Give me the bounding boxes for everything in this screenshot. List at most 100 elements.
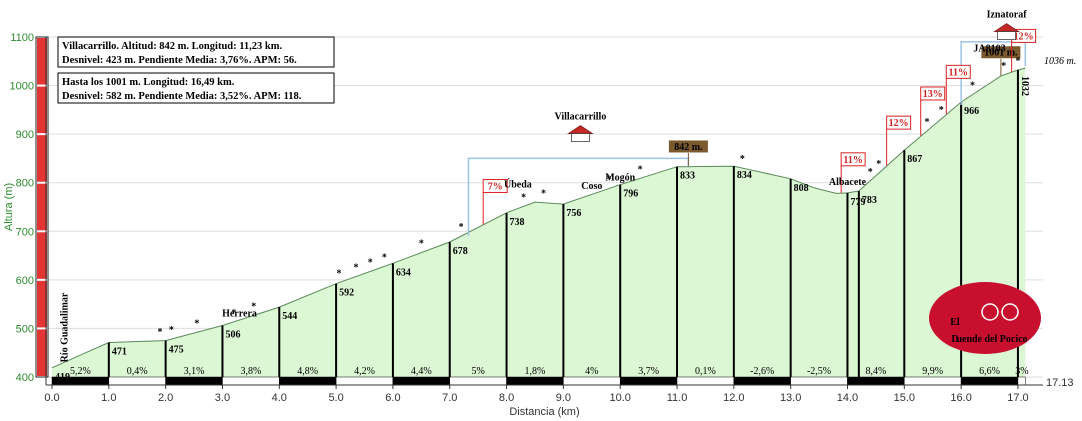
max-slope-label: 11% xyxy=(949,67,968,78)
km-altitude-label: 808 xyxy=(794,183,809,194)
gradient-strip-segment xyxy=(335,376,394,386)
place-label: Río Guadalimar xyxy=(59,292,70,362)
gradient-strip-segment xyxy=(222,376,280,386)
max-slope-box xyxy=(482,179,508,194)
gradient-strip-segment xyxy=(506,376,564,386)
km-altitude-label: 678 xyxy=(453,246,468,257)
crossroad-icon: * xyxy=(419,239,424,250)
km-marker-lines: 4194714755065445926346787387567968338348… xyxy=(55,70,1030,383)
gradient-strip-segment xyxy=(279,376,337,386)
gradient-strip-segment xyxy=(904,376,962,386)
gradient-label: 3,7% xyxy=(638,366,659,377)
x-tick-label: 16.0 xyxy=(950,392,971,404)
gradient-label: 0,1% xyxy=(695,366,716,377)
km-altitude-label: 544 xyxy=(282,311,297,322)
y-tick-label: 400 xyxy=(16,372,34,384)
y-tick-label: 700 xyxy=(16,226,34,238)
gradient-label: 3,8% xyxy=(240,366,261,377)
x-tick-label: 12.0 xyxy=(723,392,744,404)
x-tick-label: 15.0 xyxy=(894,392,915,404)
x-tick-label: 7.0 xyxy=(442,392,457,404)
altitude-box-label: 1001 m. xyxy=(984,48,1018,59)
gradient-strip-segment xyxy=(563,376,621,386)
bicycle-icon xyxy=(981,303,999,321)
crossroad-icon: * xyxy=(541,189,546,200)
profile-area xyxy=(51,67,1026,377)
info-box xyxy=(57,36,335,68)
gradient-label: 1,8% xyxy=(525,366,546,377)
y-tick-label: 1000 xyxy=(10,81,34,93)
km-altitude-label: 966 xyxy=(964,106,979,117)
altitude-color-band xyxy=(35,36,49,378)
x-tick-label: 14.0 xyxy=(837,392,858,404)
annotations: 842 m. 1001 m. 7% 11% 12% 13% 11% 12% Río Guadal… xyxy=(59,10,1037,362)
max-slope-box xyxy=(840,152,866,167)
crossroad-icon: * xyxy=(638,164,643,175)
km-altitude-label: 867 xyxy=(907,154,922,165)
band-segment xyxy=(37,232,47,279)
gradient-strip-segment xyxy=(790,376,848,386)
x-tick-label: 1.0 xyxy=(101,392,116,404)
band-segment xyxy=(37,183,47,231)
gradient-strip-segment xyxy=(165,376,223,386)
gradient-strip-segment xyxy=(619,376,678,386)
gradient-label: 5% xyxy=(471,366,484,377)
summit-town-label: Iznatoraf xyxy=(987,10,1028,21)
gradient-label: 4,2% xyxy=(354,366,375,377)
gradient-strip-segment xyxy=(51,376,110,386)
y-tick-label: 600 xyxy=(16,275,34,287)
crossroad-icon: * xyxy=(251,301,256,312)
x-tick-label: 4.0 xyxy=(272,392,287,404)
km-altitude-label: 833 xyxy=(680,171,695,182)
altitude-box-label: 842 m. xyxy=(674,142,703,153)
gradient-label: -2,6% xyxy=(750,366,774,377)
house-wall-icon xyxy=(571,133,590,142)
crossroad-icon: * xyxy=(336,269,341,280)
x-tick-label: 9.0 xyxy=(556,392,571,404)
x-tick-label: 0.0 xyxy=(44,392,59,404)
crossroad-icon: * xyxy=(606,175,611,186)
x-tick-label: 3.0 xyxy=(215,392,230,404)
km-altitude-label: 592 xyxy=(339,288,354,299)
max-slope-label: 7% xyxy=(488,182,503,193)
place-label: Úbeda xyxy=(504,179,532,191)
end-altitude-label: 1036 m. xyxy=(1044,56,1076,67)
max-slope-label: 12% xyxy=(889,118,909,129)
band-segment xyxy=(37,280,47,328)
gradient-strip-segment xyxy=(108,376,166,386)
max-slope-label: 12% xyxy=(1014,31,1034,42)
info-line: Hasta los 1001 m. Longitud: 16,49 km. xyxy=(62,77,235,88)
band-segment xyxy=(37,86,47,134)
x-tick-label: 2.0 xyxy=(158,392,173,404)
gradient-strip-segment xyxy=(733,376,791,386)
gradient-label: 3% xyxy=(1015,366,1028,377)
crossroad-icon: * xyxy=(1015,56,1020,67)
house-roof-icon xyxy=(567,125,594,134)
crossroad-icon: * xyxy=(368,258,373,269)
house-wall-icon xyxy=(997,31,1016,40)
gradient-strip-segment xyxy=(676,376,735,386)
info-boxes: Villacarrillo. Altitud: 842 m. Longitud:… xyxy=(57,36,335,104)
km-altitude-label: 1032 xyxy=(1019,76,1030,96)
x-tick-label: 11.0 xyxy=(667,392,688,404)
logo-d: D xyxy=(951,334,958,345)
crossroad-icon: * xyxy=(925,117,930,128)
km-altitude-label: 471 xyxy=(112,347,127,358)
gradient-label: 6,6% xyxy=(979,366,1000,377)
y-tick-label: 900 xyxy=(16,129,34,141)
y-tick-label: 1100 xyxy=(10,32,34,44)
crossroad-icon: * xyxy=(970,81,975,92)
x-axis-label: Distancia (km) xyxy=(509,406,579,418)
place-label: Coso xyxy=(581,181,602,192)
crossroad-icon: * xyxy=(521,192,526,203)
place-label: JA8103 xyxy=(973,44,1005,55)
place-label: Albacete xyxy=(829,177,867,188)
y-tick-label: 500 xyxy=(16,323,34,335)
gradient-label: 9,9% xyxy=(922,366,943,377)
band-segment xyxy=(37,135,47,182)
max-slope-box xyxy=(886,115,912,130)
x-tick-label: 8.0 xyxy=(499,392,514,404)
house-roof-icon xyxy=(993,23,1020,32)
km-altitude-label: 783 xyxy=(862,195,877,206)
